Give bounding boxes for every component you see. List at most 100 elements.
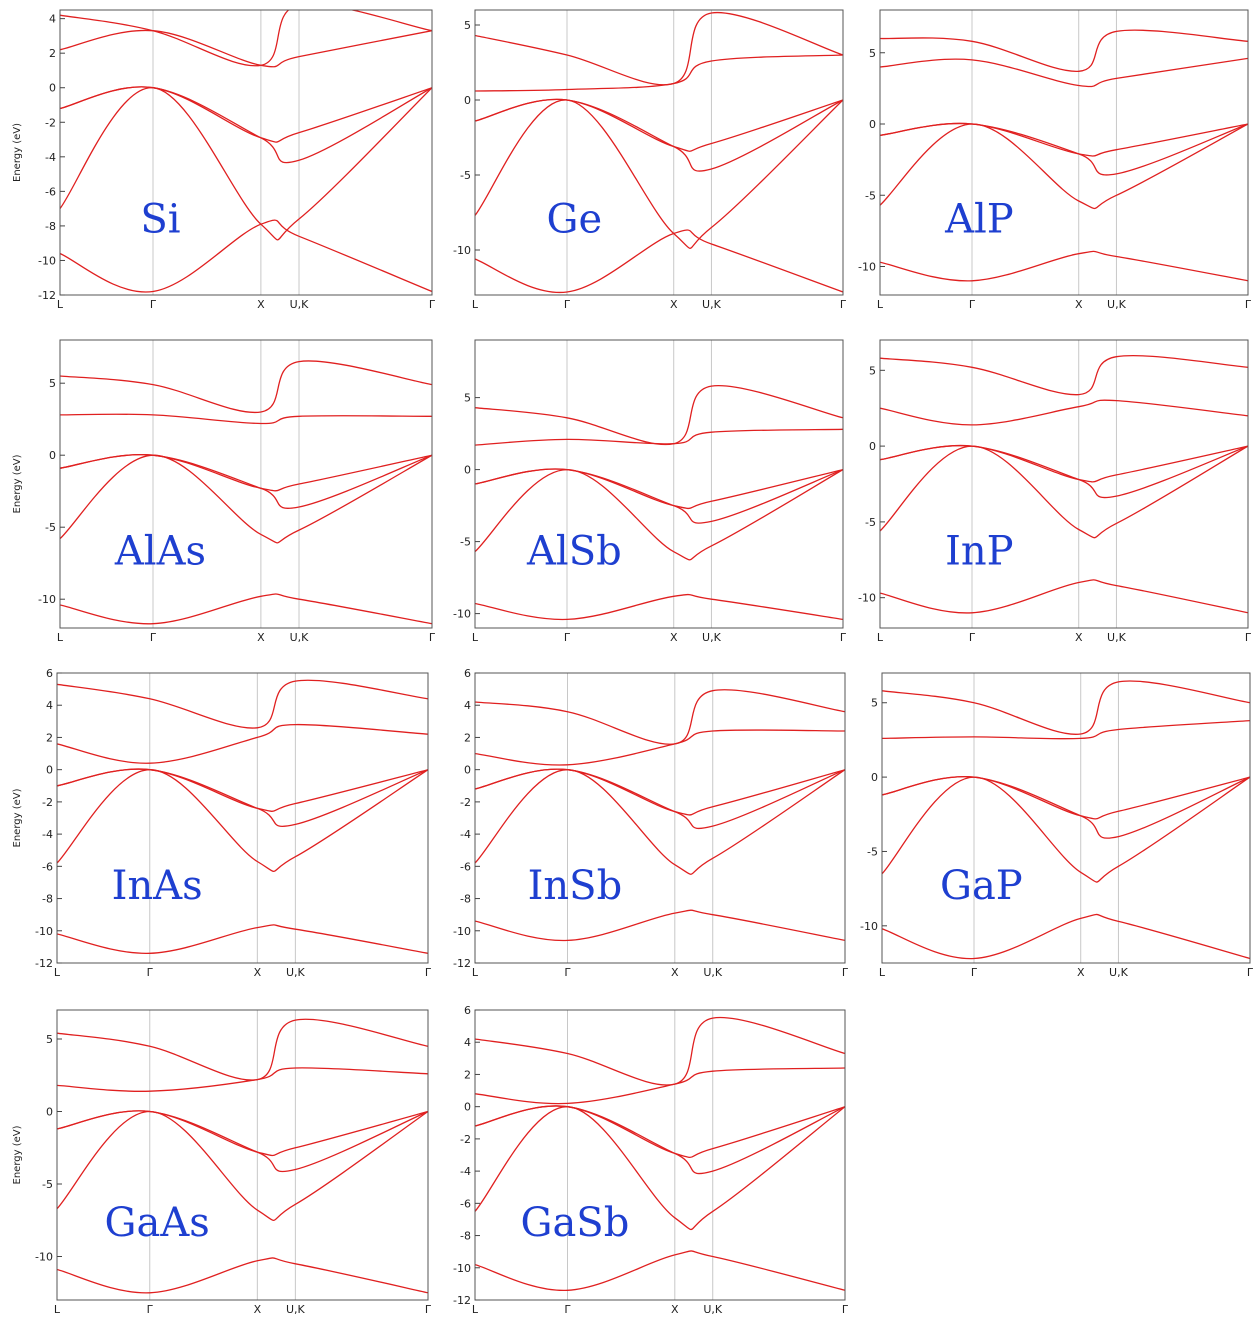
k-point-label: Γ: [842, 1303, 849, 1316]
y-axis-label: Energy (eV): [12, 454, 23, 513]
k-point-label: Γ: [150, 298, 157, 311]
y-tick-label: 5: [869, 47, 876, 60]
y-tick-label: 0: [49, 82, 56, 95]
panel-alsb: 5 0 -5 -10L Γ X U,K Γ AlSb: [453, 339, 847, 644]
k-point-label: L: [57, 631, 64, 644]
k-point-label: L: [472, 631, 479, 644]
band-line-2: [880, 123, 1248, 210]
y-tick-label: 4: [46, 699, 53, 712]
band-line-4: [880, 122, 1248, 157]
k-point-label: L: [472, 1303, 479, 1316]
y-tick-label: -12: [453, 957, 471, 970]
material-label: Si: [140, 196, 180, 242]
band-group: [880, 29, 1248, 282]
y-tick-label: 0: [464, 464, 471, 477]
y-tick-label: 5: [46, 1033, 53, 1046]
k-point-label: L: [472, 966, 479, 979]
band-line-1: [880, 579, 1248, 614]
material-label: InAs: [112, 863, 203, 909]
panel-gasb: 6 4 2 0 -2 -4 -6 -8 -10 -12L Γ X U,K Γ GaSb: [453, 1004, 849, 1316]
y-tick-label: -10: [860, 920, 878, 933]
band-line-5: [880, 399, 1248, 426]
y-tick-label: -10: [38, 254, 56, 267]
panel-insb: 6 4 2 0 -2 -4 -6 -8 -10 -12L Γ X U,K Γ InSb: [453, 667, 849, 979]
k-point-label: X: [257, 298, 265, 311]
band-line-3: [475, 98, 843, 172]
y-tick-label: 5: [49, 377, 56, 390]
y-tick-label: -8: [460, 893, 471, 906]
k-point-label: Γ: [1247, 966, 1253, 979]
band-line-5: [475, 428, 843, 446]
band-line-1: [475, 909, 845, 942]
y-tick-label: 4: [464, 699, 471, 712]
material-label: GaP: [940, 863, 1023, 909]
k-point-label: L: [57, 298, 64, 311]
band-line-1: [60, 593, 432, 625]
band-line-2: [60, 87, 432, 241]
plot-frame: [474, 339, 844, 629]
k-point-label: L: [54, 1303, 61, 1316]
plot-frame: [59, 9, 433, 296]
y-tick-label: -5: [45, 521, 56, 534]
y-tick-label: -2: [460, 796, 471, 809]
y-tick-label: 6: [464, 667, 471, 680]
k-point-label: Γ: [971, 966, 978, 979]
panel-si: 4 2 0 -2 -4 -6 -8 -10 -12L Γ X U,K Γ Energy (eV) Si: [12, 9, 436, 311]
band-line-3: [475, 468, 843, 524]
y-tick-label: -4: [45, 151, 56, 164]
band-group: [475, 689, 845, 942]
material-label: InSb: [528, 863, 623, 909]
k-point-label: Γ: [425, 966, 432, 979]
band-line-1: [880, 250, 1248, 282]
k-point-label: U,K: [702, 298, 722, 311]
band-line-6: [882, 680, 1250, 735]
band-line-1: [475, 593, 843, 621]
band-group: [57, 679, 428, 954]
band-group: [880, 355, 1248, 614]
band-line-3: [882, 775, 1250, 839]
k-point-label: Γ: [564, 1303, 571, 1316]
k-point-label: U,K: [290, 631, 310, 644]
y-tick-label: 0: [869, 118, 876, 131]
k-point-label: X: [671, 966, 679, 979]
material-label: GaAs: [105, 1200, 210, 1246]
band-group: [475, 11, 843, 294]
band-line-1: [475, 1250, 845, 1291]
y-tick-label: 5: [464, 392, 471, 405]
band-line-5: [475, 729, 845, 766]
y-axis-label: Energy (eV): [12, 788, 23, 847]
y-tick-label: 0: [464, 1101, 471, 1114]
k-point-label: U,K: [703, 1303, 723, 1316]
y-tick-label: -5: [460, 536, 471, 549]
k-point-label: Γ: [425, 1303, 432, 1316]
y-tick-label: -10: [453, 608, 471, 621]
k-point-label: X: [254, 1303, 262, 1316]
k-point-label: U,K: [1107, 631, 1127, 644]
y-tick-label: 4: [49, 13, 56, 26]
band-line-6: [880, 29, 1248, 72]
y-tick-label: 0: [464, 94, 471, 107]
band-line-5: [475, 54, 843, 92]
y-tick-label: 2: [464, 731, 471, 744]
k-point-label: U,K: [286, 966, 306, 979]
band-line-5: [880, 57, 1248, 88]
k-point-label: X: [257, 631, 265, 644]
y-tick-label: 0: [464, 764, 471, 777]
band-line-3: [60, 453, 432, 509]
band-group: [475, 1016, 845, 1291]
band-line-6: [57, 1018, 428, 1081]
band-line-2: [475, 468, 843, 561]
k-point-label: Γ: [840, 298, 847, 311]
k-point-label: U,K: [1107, 298, 1127, 311]
y-axis-label: Energy (eV): [12, 1125, 23, 1184]
y-tick-label: -6: [460, 860, 471, 873]
k-point-label: Γ: [1245, 298, 1252, 311]
band-line-1: [57, 1257, 428, 1294]
band-line-2: [882, 776, 1250, 883]
y-tick-label: 0: [46, 764, 53, 777]
y-tick-label: 6: [46, 667, 53, 680]
k-point-label: L: [877, 631, 884, 644]
material-label: AlSb: [526, 529, 622, 575]
panel-ge: 5 0 -5 -10 L Γ X U,K Γ Ge: [453, 9, 847, 311]
